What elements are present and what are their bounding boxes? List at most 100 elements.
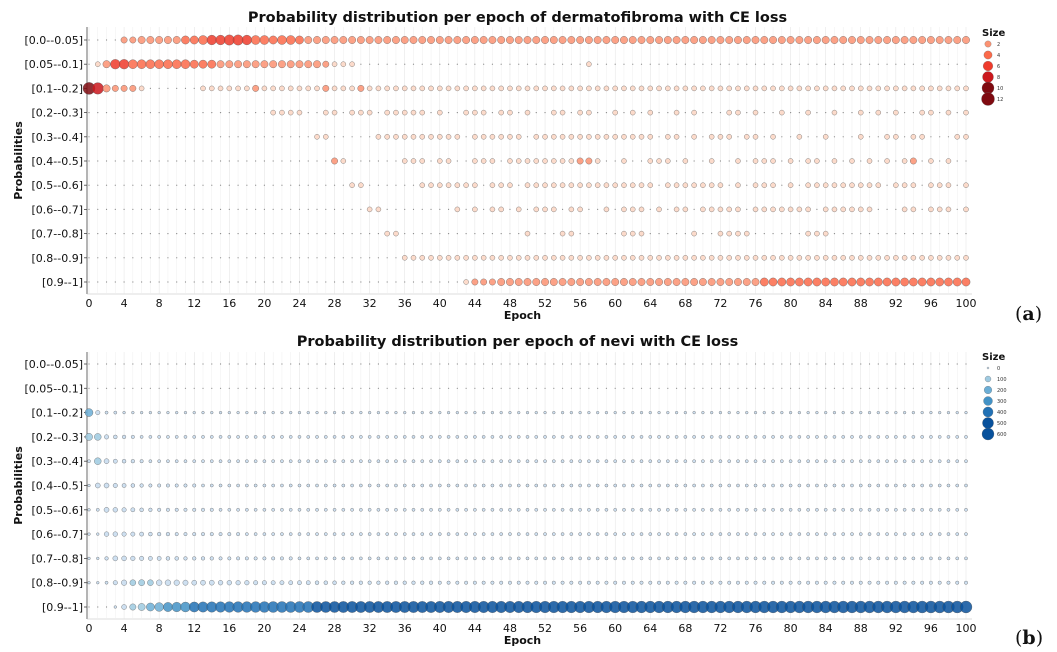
data-point <box>956 387 958 389</box>
data-point <box>439 63 441 65</box>
data-point <box>902 532 907 536</box>
data-point <box>316 387 318 389</box>
data-point <box>858 134 864 140</box>
data-point <box>700 255 706 261</box>
data-point <box>490 459 495 463</box>
data-point <box>360 387 362 389</box>
data-point <box>404 184 406 186</box>
data-point <box>193 184 195 186</box>
data-point <box>446 459 451 463</box>
data-point <box>114 363 116 365</box>
data-point <box>105 112 108 114</box>
data-point <box>665 134 671 140</box>
data-point <box>525 556 530 561</box>
data-point <box>419 255 425 261</box>
data-point <box>103 458 110 464</box>
data-point <box>921 363 923 365</box>
data-point <box>262 556 267 561</box>
x-tick-label: 28 <box>328 297 342 310</box>
data-point <box>780 556 784 561</box>
data-point <box>516 85 522 92</box>
data-point <box>622 508 626 512</box>
data-point <box>587 483 591 488</box>
data-point <box>114 387 116 389</box>
data-point <box>506 278 514 286</box>
data-point <box>290 184 292 186</box>
data-point <box>333 257 336 259</box>
data-point <box>394 508 398 512</box>
data-point <box>753 508 758 512</box>
data-point <box>860 363 862 365</box>
data-point <box>798 363 800 365</box>
data-point <box>359 435 363 439</box>
data-point <box>866 255 873 261</box>
data-point <box>132 136 134 138</box>
data-point <box>816 136 818 138</box>
data-point <box>570 63 572 65</box>
data-point <box>806 508 810 512</box>
data-point <box>176 112 178 114</box>
data-point <box>796 85 803 92</box>
data-point <box>632 387 634 389</box>
data-point <box>298 387 301 389</box>
data-point <box>154 602 164 612</box>
data-point <box>815 483 819 488</box>
data-point <box>760 36 769 44</box>
data-point <box>596 411 600 415</box>
data-point <box>252 85 259 92</box>
data-point <box>202 387 204 389</box>
data-point <box>953 36 962 44</box>
data-point <box>525 508 530 512</box>
data-point <box>735 255 741 261</box>
data-point <box>904 233 906 235</box>
data-point <box>928 206 934 213</box>
data-point <box>236 508 240 512</box>
data-point <box>929 435 933 439</box>
data-point <box>823 483 828 488</box>
data-point <box>842 112 844 114</box>
data-point <box>445 134 452 140</box>
data-point <box>456 387 458 389</box>
data-point <box>112 555 118 562</box>
data-point <box>832 459 837 463</box>
data-point <box>323 134 329 140</box>
data-point <box>711 387 713 389</box>
data-point <box>726 85 732 92</box>
data-point <box>771 580 775 585</box>
data-point <box>956 233 958 235</box>
data-point <box>709 459 714 463</box>
data-point <box>921 63 923 65</box>
data-point <box>865 277 874 287</box>
y-tick-label: [0.2--0.3] <box>31 431 83 444</box>
y-tick-label: [0.3--0.4] <box>31 131 83 144</box>
x-tick-label: 12 <box>187 297 201 310</box>
data-point <box>237 387 239 389</box>
data-point <box>568 255 575 261</box>
data-point <box>279 85 285 92</box>
data-point <box>350 483 354 488</box>
data-point <box>833 63 836 65</box>
data-point <box>876 483 881 488</box>
data-point <box>123 208 125 210</box>
data-point <box>910 255 917 261</box>
data-point <box>97 606 99 608</box>
data-point <box>838 277 848 287</box>
data-point <box>498 255 504 261</box>
data-point <box>928 109 934 116</box>
data-point <box>877 208 879 210</box>
data-point <box>945 109 952 116</box>
data-point <box>271 508 275 512</box>
data-point <box>868 136 871 138</box>
data-point <box>798 112 800 114</box>
data-point <box>955 459 959 463</box>
data-point <box>595 435 600 439</box>
data-point <box>648 532 653 536</box>
data-point <box>132 363 134 365</box>
data-point <box>657 556 661 561</box>
data-point <box>219 387 222 389</box>
data-point <box>666 508 670 512</box>
data-point <box>490 483 495 488</box>
data-point <box>105 257 108 259</box>
data-point <box>132 184 134 186</box>
data-point <box>603 182 610 188</box>
